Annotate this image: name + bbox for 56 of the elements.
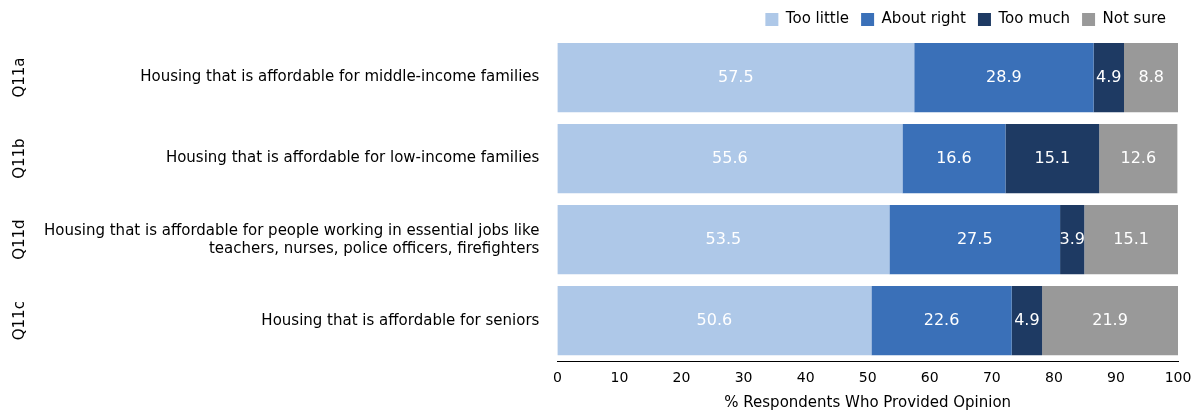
data-label: 16.6 xyxy=(936,147,972,167)
legend-label: Too little xyxy=(784,9,850,28)
bar xyxy=(1124,42,1178,113)
bar xyxy=(1060,204,1085,275)
bar xyxy=(1042,286,1178,356)
x-tick-label: 0 xyxy=(552,369,562,386)
text: Q11a xyxy=(9,57,28,98)
x-tick-label: 30 xyxy=(734,369,753,386)
bar xyxy=(1093,42,1125,113)
x-axis-title: % Respondents Who Provided Opinion xyxy=(724,392,1012,411)
legend-label: About right xyxy=(881,9,967,28)
data-label: 57.5 xyxy=(717,66,754,86)
data-label: 3.9 xyxy=(1059,228,1085,248)
bar xyxy=(871,286,1012,356)
text: Q11c xyxy=(9,301,28,341)
x-tick-label: 10 xyxy=(610,369,629,386)
data-label: 15.1 xyxy=(1113,228,1149,248)
data-label: 50.6 xyxy=(696,309,733,329)
bar xyxy=(889,204,1061,275)
y-tick-label: Housing that is affordable for low-income families xyxy=(165,148,540,167)
x-tick-label: 100 xyxy=(1164,369,1192,386)
x-tick-label: 20 xyxy=(672,369,691,386)
data-label: 15.1 xyxy=(1034,147,1071,167)
data-label: 4.9 xyxy=(1096,66,1122,86)
data-label: 21.9 xyxy=(1092,309,1128,329)
text: Q11d xyxy=(9,219,28,260)
legend-label: Too much xyxy=(997,9,1071,28)
data-label: 53.5 xyxy=(705,228,742,248)
bar xyxy=(557,123,903,194)
bar xyxy=(1005,123,1100,194)
bar xyxy=(902,123,1006,194)
x-tick-label: 40 xyxy=(796,369,815,386)
data-label: 55.6 xyxy=(712,147,748,167)
legend-label: Not sure xyxy=(1102,9,1166,28)
bar xyxy=(914,42,1094,113)
x-tick-label: 90 xyxy=(1107,369,1125,386)
x-tick-label: 80 xyxy=(1044,369,1063,386)
data-label: 22.6 xyxy=(923,309,960,329)
data-label: 27.5 xyxy=(956,228,993,248)
bar xyxy=(557,204,890,275)
y-tick-label: Housing that is affordable for people working in essential jobs like teachers, nurses, police officers, firefighters xyxy=(44,220,540,257)
y-tick-label: Housing that is affordable for middle-income families xyxy=(140,67,540,86)
bar xyxy=(1084,204,1178,275)
x-tick-label: 50 xyxy=(858,369,877,386)
data-label: 28.9 xyxy=(986,66,1022,86)
data-label: 12.6 xyxy=(1120,147,1157,167)
bar xyxy=(1011,286,1043,356)
data-label: 4.9 xyxy=(1014,309,1040,329)
bar xyxy=(557,42,915,113)
text: Q11b xyxy=(9,138,28,179)
x-tick-label: 60 xyxy=(920,369,939,386)
x-tick-label: 70 xyxy=(982,369,1001,386)
bar xyxy=(557,286,872,356)
y-tick-label: Housing that is affordable for seniors xyxy=(261,310,540,329)
bar xyxy=(1099,123,1178,194)
data-label: 8.8 xyxy=(1138,66,1165,86)
